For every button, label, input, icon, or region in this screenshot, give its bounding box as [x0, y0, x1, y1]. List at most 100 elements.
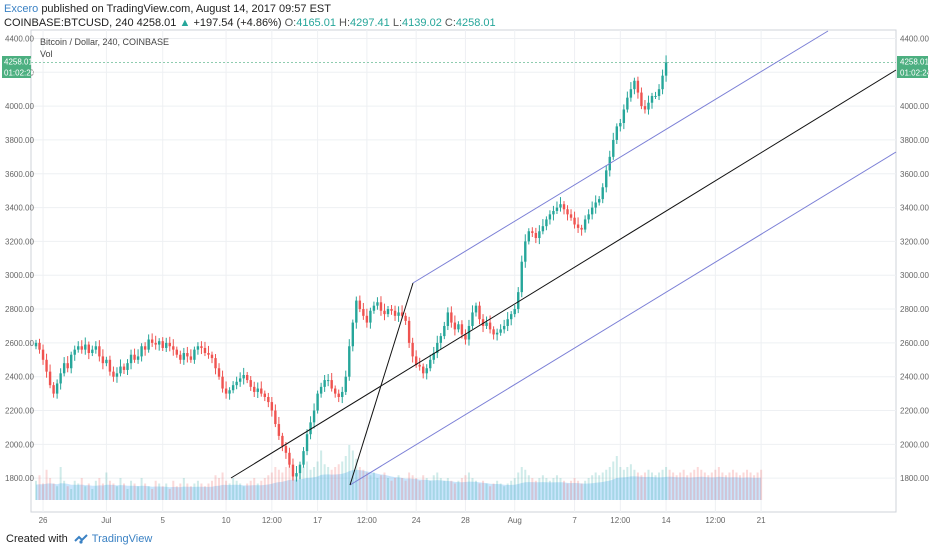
volume-bar — [503, 486, 506, 500]
candle-body — [548, 214, 552, 220]
candle-body — [348, 346, 351, 377]
volume-bar — [207, 483, 210, 500]
candle-body — [531, 231, 534, 233]
volume-bar — [52, 483, 55, 500]
candle-body — [52, 385, 55, 394]
volume-bar — [429, 480, 432, 500]
volume-bar — [284, 467, 287, 500]
volume-bar — [717, 467, 720, 500]
volume-bar — [390, 480, 393, 500]
candle-body — [70, 354, 73, 369]
x-tick-label: 5 — [160, 516, 165, 525]
candle-body — [499, 329, 502, 333]
volume-bar — [629, 464, 632, 500]
volume-bar — [306, 461, 309, 500]
candle-body — [295, 473, 298, 477]
x-tick-label: 7 — [572, 516, 577, 525]
volume-bar — [453, 483, 456, 500]
volume-bar — [221, 472, 224, 500]
candle-body — [249, 380, 252, 387]
volume-bar — [432, 475, 435, 500]
volume-bar — [605, 469, 608, 500]
candle-body — [555, 207, 559, 211]
volume-bar — [154, 480, 157, 500]
candle-body — [467, 325, 471, 340]
volume-bar — [63, 480, 66, 500]
volume-bar — [446, 478, 449, 500]
price-chart[interactable]: Bitcoin / Dollar, 240, COINBASE Vol 1800… — [0, 0, 932, 530]
candle-body — [633, 80, 636, 90]
volume-bar — [415, 478, 418, 500]
candle-body — [365, 315, 369, 323]
volume-bar — [291, 469, 294, 500]
y-tick-label-left: 2400.00 — [5, 373, 34, 382]
volume-bar — [682, 469, 685, 500]
volume-bar — [696, 467, 699, 500]
grid-lines — [31, 30, 896, 512]
candle-body — [495, 332, 499, 335]
volume-bar — [394, 478, 397, 500]
volume-bar — [316, 461, 319, 500]
volume-bar — [320, 450, 323, 500]
candle-body — [661, 75, 664, 90]
candle-body — [260, 388, 263, 394]
candle-body — [126, 363, 129, 370]
x-tick-label: 17 — [313, 516, 322, 525]
author-link[interactable]: Excero — [4, 3, 39, 15]
volume-bar — [601, 472, 604, 500]
volume-bar — [735, 472, 738, 500]
volume-bar — [724, 475, 727, 500]
volume-bar — [362, 469, 365, 500]
volume-bar — [531, 478, 534, 500]
volume-bar — [707, 475, 710, 500]
x-tick-label: 28 — [461, 516, 470, 525]
volume-bar — [302, 467, 305, 500]
y-axis-right: 1800.00 2000.00 2200.00 2400.00 2600.00 2800.… — [900, 34, 929, 483]
volume-bar — [548, 480, 551, 500]
volume-bar — [559, 478, 562, 500]
candle-body — [73, 349, 76, 355]
drawings — [230, 30, 897, 486]
candle-body — [390, 309, 393, 311]
volume-bar — [348, 445, 351, 500]
candle-body — [87, 344, 90, 354]
candle-body — [446, 312, 450, 326]
volume-bar — [703, 472, 706, 500]
y-tick-label-left: 2200.00 — [5, 407, 34, 416]
candle-body — [150, 339, 154, 343]
candle-body — [277, 424, 281, 436]
volume-bar — [344, 456, 347, 500]
candle-body — [186, 353, 189, 357]
volume-bar — [658, 472, 661, 500]
volume-bar — [225, 480, 228, 500]
volume-bar — [330, 469, 333, 500]
close-label: C: — [444, 17, 456, 29]
y-tick-label-left: 3200.00 — [5, 237, 34, 246]
change-value: +197.54 (+4.86%) — [193, 17, 282, 29]
brand-name: TradingView — [91, 533, 153, 545]
volume-bar — [372, 472, 375, 500]
candle-body — [337, 393, 340, 397]
volume-bar — [485, 483, 488, 500]
candle-body — [193, 349, 196, 360]
volume-bar — [242, 486, 245, 500]
legend: Bitcoin / Dollar, 240, COINBASE Vol — [40, 37, 169, 59]
candle-body — [400, 312, 404, 316]
plot-frame — [30, 29, 897, 513]
created-with-text: Created with — [6, 533, 68, 545]
volume-bar — [587, 478, 590, 500]
candle-body — [323, 380, 326, 387]
candle-body — [404, 315, 407, 321]
volume-bar — [161, 486, 164, 500]
y-tick-label-right: 2800.00 — [900, 305, 929, 314]
candle-body — [379, 302, 383, 311]
candle-body — [344, 376, 347, 392]
candle-body — [34, 342, 38, 347]
volume-bar — [749, 472, 752, 500]
candle-body — [594, 202, 597, 208]
candle-body — [351, 322, 354, 347]
channel-midline — [230, 69, 897, 479]
x-tick-label: 12:00 — [610, 516, 631, 525]
tradingview-link[interactable]: TradingView — [74, 533, 153, 545]
volume-bar — [108, 480, 111, 500]
